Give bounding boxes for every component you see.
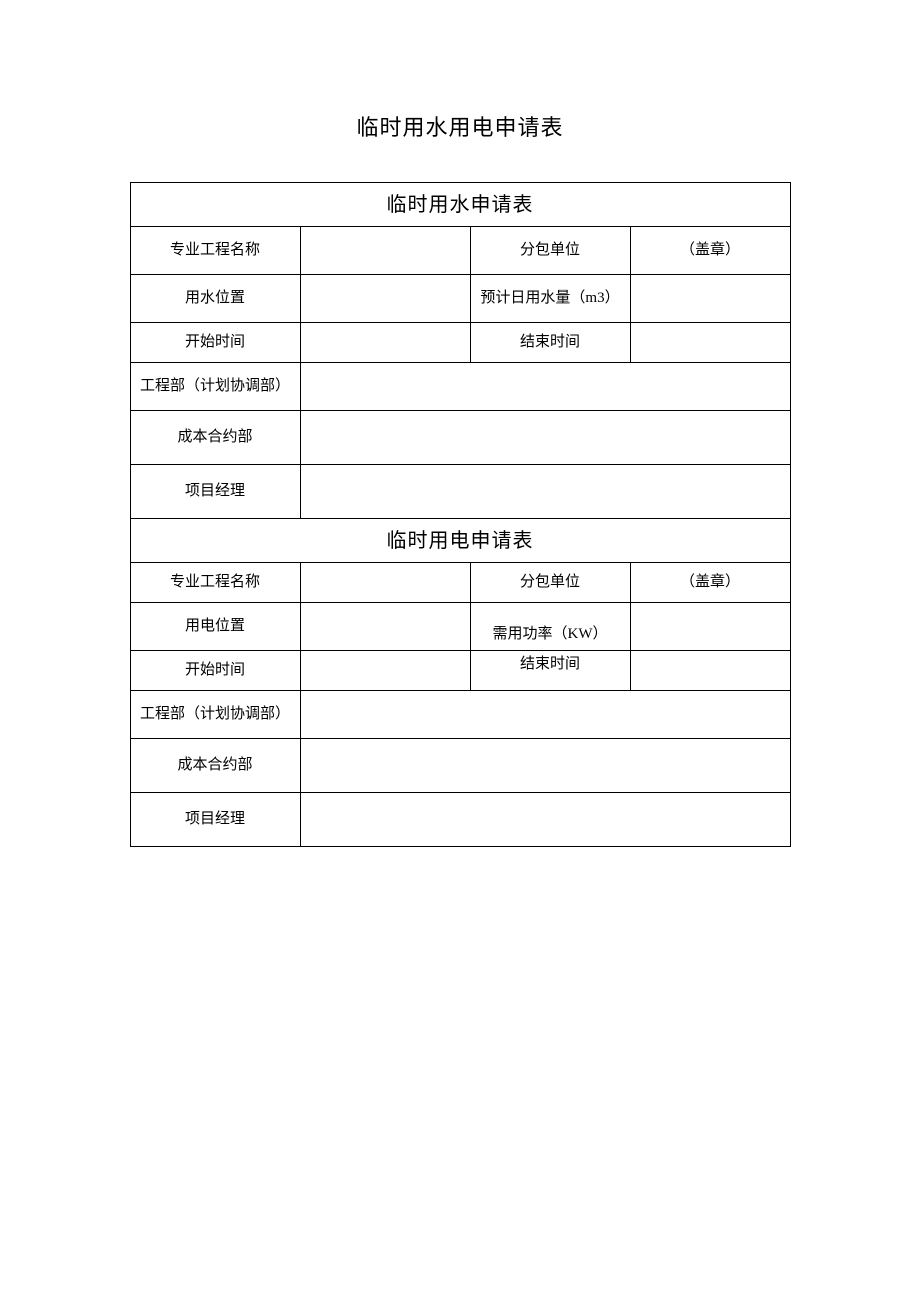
water-amount-label: 预计日用水量（m3） [470,275,630,323]
water-eng-dept-label: 工程部（计划协调部） [130,363,300,411]
electric-subcontractor-value: （盖章） [630,563,790,603]
page-title: 临时用水用电申请表 [0,110,920,142]
table-row: 项目经理 [130,465,790,519]
water-start-value [300,323,470,363]
table-row: 用电位置 需用功率（KW） [130,603,790,651]
electric-start-label: 开始时间 [130,651,300,691]
water-end-label: 结束时间 [470,323,630,363]
table-row: 开始时间 结束时间 [130,323,790,363]
water-subcontractor-label: 分包单位 [470,227,630,275]
table-row: 工程部（计划协调部） [130,363,790,411]
water-cost-dept-label: 成本合约部 [130,411,300,465]
table-row: 工程部（计划协调部） [130,691,790,739]
electric-cost-dept-label: 成本合约部 [130,739,300,793]
water-position-label: 用水位置 [130,275,300,323]
water-section-title: 临时用水申请表 [130,183,790,227]
electric-end-label: 结束时间 [470,651,630,691]
water-project-name-value [300,227,470,275]
table-row: 项目经理 [130,793,790,847]
electric-project-name-value [300,563,470,603]
table-row: 成本合约部 [130,411,790,465]
electric-subcontractor-label: 分包单位 [470,563,630,603]
water-pm-label: 项目经理 [130,465,300,519]
water-end-value [630,323,790,363]
application-table: 临时用水申请表 专业工程名称 分包单位 （盖章） 用水位置 预计日用水量（m3）… [130,182,791,847]
water-project-name-label: 专业工程名称 [130,227,300,275]
electric-start-value [300,651,470,691]
table-row: 专业工程名称 分包单位 （盖章） [130,227,790,275]
water-position-value [300,275,470,323]
electric-power-value [630,603,790,651]
table-row: 专业工程名称 分包单位 （盖章） [130,563,790,603]
water-subcontractor-value: （盖章） [630,227,790,275]
electric-project-name-label: 专业工程名称 [130,563,300,603]
water-eng-dept-value [300,363,790,411]
electric-position-value [300,603,470,651]
electric-section-title: 临时用电申请表 [130,519,790,563]
table-row: 成本合约部 [130,739,790,793]
water-start-label: 开始时间 [130,323,300,363]
table-row: 开始时间 结束时间 [130,651,790,691]
electric-eng-dept-value [300,691,790,739]
electric-section-header: 临时用电申请表 [130,519,790,563]
water-cost-dept-value [300,411,790,465]
electric-cost-dept-value [300,739,790,793]
electric-end-value [630,651,790,691]
electric-pm-value [300,793,790,847]
water-section-header: 临时用水申请表 [130,183,790,227]
electric-eng-dept-label: 工程部（计划协调部） [130,691,300,739]
electric-pm-label: 项目经理 [130,793,300,847]
table-row: 用水位置 预计日用水量（m3） [130,275,790,323]
electric-power-label: 需用功率（KW） [470,603,630,651]
electric-position-label: 用电位置 [130,603,300,651]
water-pm-value [300,465,790,519]
water-amount-value [630,275,790,323]
